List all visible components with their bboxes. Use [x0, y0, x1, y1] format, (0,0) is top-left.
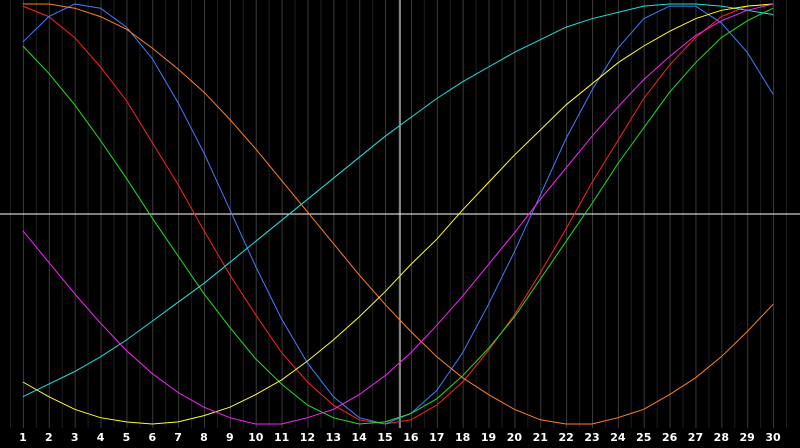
x-tick-label: 11 — [274, 431, 289, 444]
series-line — [22, 3, 774, 425]
x-tick-label: 29 — [740, 431, 755, 444]
x-tick-label: 16 — [403, 431, 419, 444]
x-tick-label: 25 — [636, 431, 651, 444]
x-tick-label: 2 — [45, 431, 53, 444]
series-line — [22, 7, 774, 425]
grid — [0, 0, 800, 428]
series-line — [22, 3, 774, 398]
x-tick-label: 12 — [300, 431, 315, 444]
x-tick-label: 27 — [688, 431, 703, 444]
x-tick-label: 4 — [97, 431, 105, 444]
x-tick-label: 28 — [714, 431, 729, 444]
x-tick-label: 15 — [377, 431, 392, 444]
plot-area — [22, 3, 774, 425]
x-tick-label: 7 — [174, 431, 182, 444]
x-tick-label: 21 — [533, 431, 548, 444]
x-tick-label: 14 — [352, 431, 368, 444]
x-tick-label: 8 — [200, 431, 208, 444]
x-tick-label: 18 — [455, 431, 470, 444]
x-tick-label: 19 — [481, 431, 496, 444]
series-line — [22, 3, 774, 425]
series-line — [22, 3, 774, 425]
x-tick-label: 10 — [248, 431, 264, 444]
x-tick-label: 30 — [765, 431, 781, 444]
x-tick-label: 23 — [584, 431, 599, 444]
series-line — [22, 3, 774, 425]
x-tick-label: 22 — [558, 431, 573, 444]
x-tick-label: 13 — [326, 431, 341, 444]
x-tick-label: 26 — [662, 431, 678, 444]
x-tick-label: 17 — [429, 431, 444, 444]
x-tick-label: 6 — [148, 431, 156, 444]
x-tick-label: 5 — [123, 431, 131, 444]
x-tick-label: 9 — [226, 431, 234, 444]
series-line — [22, 3, 774, 425]
x-tick-label: 1 — [19, 431, 27, 444]
x-tick-label: 24 — [610, 431, 626, 444]
x-tick-label: 20 — [507, 431, 523, 444]
x-tick-label: 3 — [71, 431, 79, 444]
